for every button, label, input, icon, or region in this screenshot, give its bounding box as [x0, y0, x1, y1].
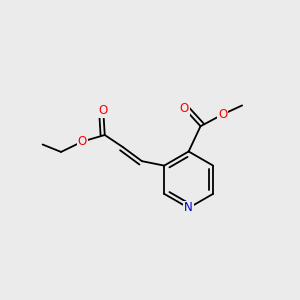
- Text: O: O: [180, 102, 189, 115]
- Text: O: O: [99, 104, 108, 117]
- Text: N: N: [184, 202, 193, 214]
- Text: O: O: [218, 108, 227, 121]
- Text: O: O: [78, 135, 87, 148]
